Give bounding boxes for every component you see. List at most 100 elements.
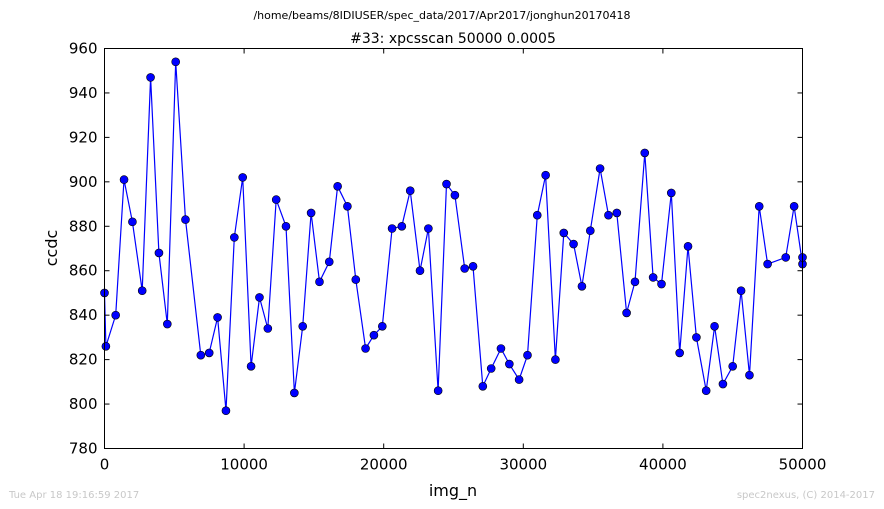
data-point (298, 321, 308, 331)
x-tick-label: 50000 (779, 456, 827, 474)
data-point (701, 386, 711, 396)
x-tick-label: 30000 (499, 456, 547, 474)
data-point (101, 341, 111, 351)
data-point (622, 308, 631, 318)
data-point (648, 273, 658, 282)
data-point (271, 195, 281, 204)
y-tick-label: 800 (69, 395, 98, 413)
data-point (119, 175, 129, 184)
data-point (505, 359, 514, 369)
data-point (532, 210, 542, 220)
y-tick-label: 820 (69, 351, 98, 369)
data-point (577, 281, 587, 291)
data-point (468, 261, 478, 271)
data-point (171, 57, 180, 67)
data-point (213, 313, 222, 322)
y-tick-label: 920 (69, 128, 98, 146)
y-tick-label: 960 (69, 40, 98, 58)
data-point (221, 406, 231, 416)
data-point (163, 319, 172, 329)
series-line (103, 61, 804, 411)
data-point (361, 344, 370, 353)
x-tick-label: 20000 (360, 456, 408, 474)
x-tick-label: 40000 (639, 456, 687, 474)
data-point (204, 348, 214, 358)
y-tick-label: 900 (69, 173, 98, 191)
data-point (146, 73, 155, 82)
data-point (478, 381, 488, 391)
data-point (281, 221, 291, 231)
data-point (496, 344, 506, 353)
data-point (128, 217, 137, 227)
data-point (255, 293, 264, 302)
data-point (324, 257, 334, 267)
data-point (745, 370, 754, 380)
data-point (137, 286, 147, 296)
data-point (450, 190, 460, 200)
data-point (154, 248, 164, 258)
data-point (306, 208, 316, 218)
data-point (569, 239, 578, 249)
data-point (754, 201, 764, 211)
data-point (692, 333, 701, 342)
data-point (415, 266, 425, 276)
data-point (789, 201, 799, 211)
data-point (604, 210, 613, 220)
data-point (559, 228, 569, 238)
data-point (781, 253, 791, 262)
footer-timestamp: Tue Apr 18 19:16:59 2017 (9, 490, 140, 501)
chart-title: #33: xpcsscan 50000 0.0005 (350, 31, 556, 47)
data-point (586, 226, 595, 236)
y-tick-label: 860 (69, 262, 98, 280)
data-point (111, 310, 120, 320)
plot-frame (104, 48, 803, 449)
chart-supertitle: /home/beams/8IDIUSER/spec_data/2017/Apr2… (253, 9, 630, 22)
data-point (424, 224, 433, 233)
y-axis-ticks: 780 800 820 840 860 880 900 920 940 960 (69, 40, 803, 458)
data-point (333, 181, 342, 191)
data-point (728, 361, 738, 371)
x-axis-ticks: 0 10000 20000 30000 40000 50000 (100, 48, 827, 474)
data-point (551, 355, 560, 364)
data-point (246, 361, 256, 371)
data-point (290, 388, 299, 398)
data-point (196, 350, 206, 360)
data-point (640, 148, 650, 158)
data-point (486, 364, 496, 373)
data-point (343, 201, 352, 211)
data-point (736, 286, 746, 296)
data-point (675, 348, 684, 358)
footer-credit: spec2nexus, (C) 2014-2017 (736, 490, 875, 501)
data-point (230, 233, 239, 242)
data-point (369, 330, 379, 340)
data-point (263, 324, 273, 333)
data-point (397, 221, 407, 231)
y-axis-label: ccdc (42, 230, 61, 267)
data-point (523, 350, 532, 360)
data-point (442, 179, 451, 189)
x-axis-label: img_n (429, 481, 477, 501)
y-tick-label: 940 (69, 84, 98, 102)
data-point (460, 264, 469, 273)
data-point (683, 241, 693, 251)
data-point (595, 164, 605, 173)
data-point (763, 259, 772, 269)
data-point (315, 277, 324, 287)
data-point (666, 188, 676, 198)
data-point (514, 375, 524, 384)
data-point (612, 208, 622, 218)
data-point (541, 170, 550, 180)
data-point (238, 173, 248, 182)
data-point (405, 186, 415, 196)
data-point (718, 379, 728, 389)
y-tick-label: 880 (69, 217, 98, 235)
y-tick-label: 840 (69, 306, 98, 324)
data-point (387, 224, 397, 233)
data-point (351, 275, 361, 284)
x-tick-label: 10000 (220, 456, 268, 474)
series-layer (100, 57, 807, 416)
data-point (630, 277, 640, 287)
data-point (710, 321, 719, 331)
data-point (378, 321, 387, 331)
data-point (181, 215, 190, 224)
